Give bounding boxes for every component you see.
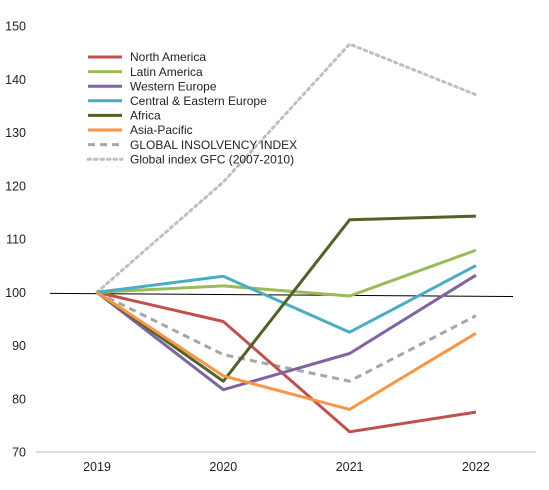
series-line-global-index-gfc-2007-2010 bbox=[95, 42, 478, 294]
legend-label-western-europe: Western Europe bbox=[130, 79, 217, 93]
baseline-reference-line bbox=[49, 292, 514, 298]
series-line-latin-america bbox=[96, 248, 477, 298]
y-tick-label: 80 bbox=[12, 392, 26, 406]
y-tick-label: 100 bbox=[5, 286, 26, 300]
y-tick-label: 150 bbox=[5, 20, 26, 34]
legend-label-asia-pacific: Asia-Pacific bbox=[130, 123, 193, 137]
legend-label-latin-america: Latin America bbox=[130, 65, 203, 79]
legend-label-central-eastern-europe: Central & Eastern Europe bbox=[130, 94, 267, 108]
x-tick-label: 2019 bbox=[83, 460, 111, 474]
series-line-western-europe bbox=[96, 273, 477, 392]
x-tick-label: 2022 bbox=[462, 460, 490, 474]
series-line-central-eastern-europe bbox=[96, 264, 477, 334]
legend-label-global-index-gfc-2007-2010: Global index GFC (2007-2010) bbox=[130, 152, 294, 166]
y-tick-label: 130 bbox=[5, 126, 26, 140]
x-tick-label: 2020 bbox=[209, 460, 237, 474]
series-line-north-america bbox=[96, 290, 477, 434]
y-tick-label: 70 bbox=[12, 446, 26, 460]
y-tick-label: 120 bbox=[5, 179, 26, 193]
y-tick-label: 90 bbox=[12, 339, 26, 353]
legend-label-north-america: North America bbox=[130, 50, 206, 64]
y-tick-label: 140 bbox=[5, 73, 26, 87]
series-line-africa bbox=[96, 214, 476, 383]
series-line-global-insolvency-index bbox=[96, 290, 477, 383]
y-tick-label: 110 bbox=[6, 233, 26, 247]
legend-label-africa: Africa bbox=[130, 109, 161, 123]
legend-label-global-insolvency-index: GLOBAL INSOLVENCY INDEX bbox=[130, 138, 297, 152]
series-line-asia-pacific bbox=[96, 291, 477, 411]
x-tick-label: 2021 bbox=[336, 460, 364, 474]
